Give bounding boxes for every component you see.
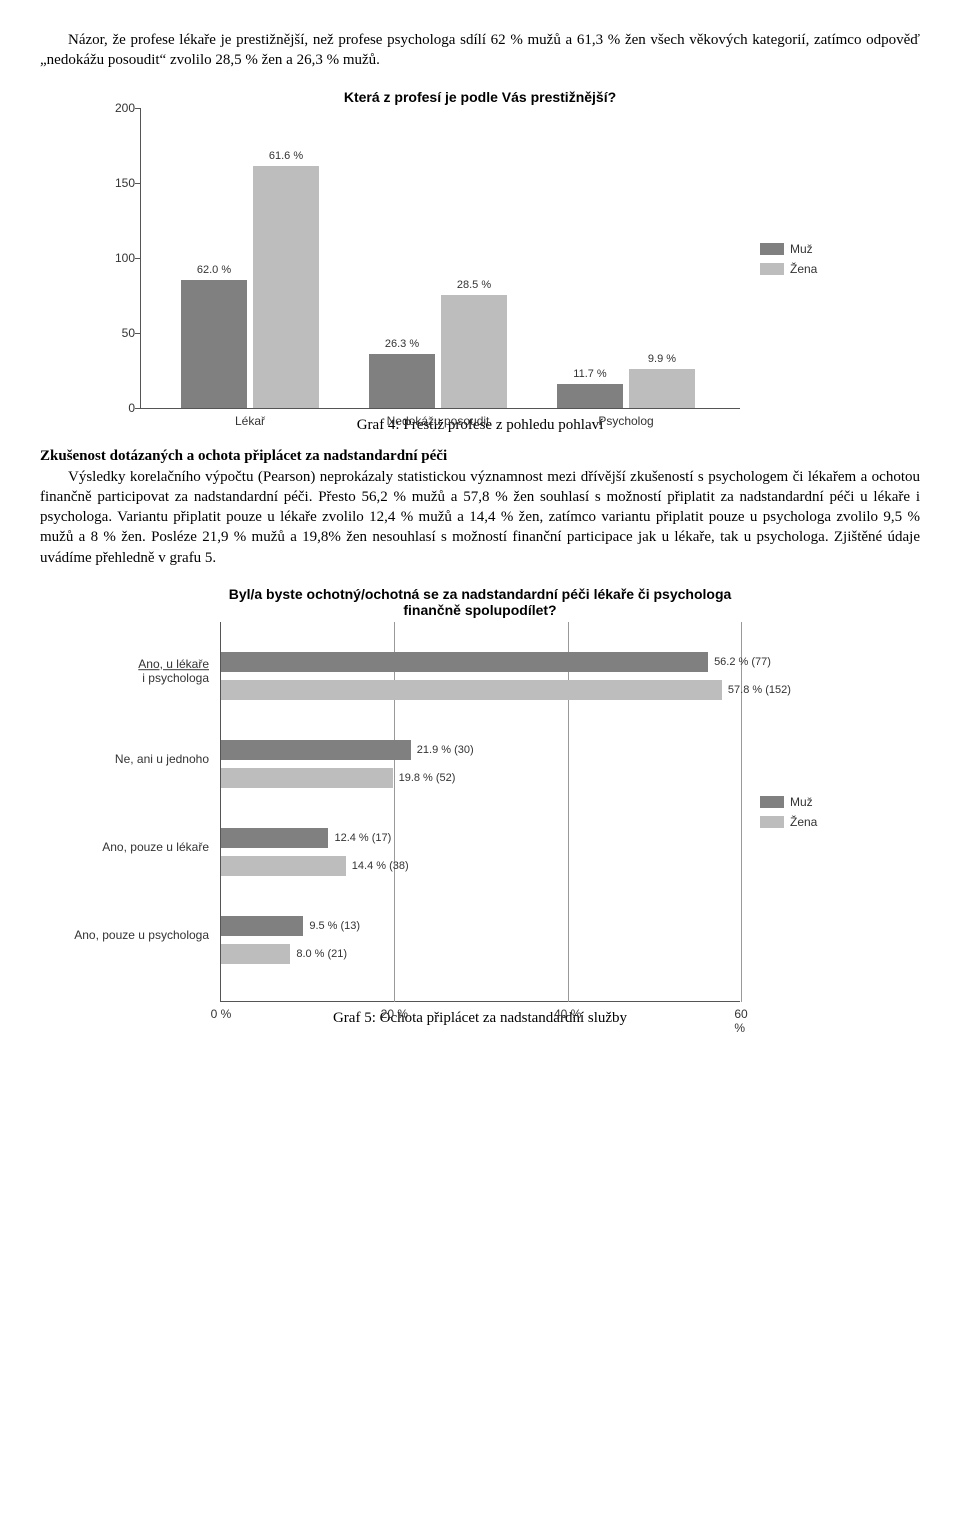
bar-value-label: 9.9 % (629, 353, 695, 365)
legend-label-zena: Žena (790, 262, 817, 276)
chart-prestige-title: Která z profesí je podle Vás prestižnějš… (90, 89, 870, 105)
bar: 28.5 % (441, 295, 507, 408)
legend-swatch-zena (760, 263, 784, 275)
chart-willingness-title: Byl/a byste ochotný/ochotná se za nadsta… (70, 586, 890, 618)
y-tick: 50 (99, 326, 135, 340)
bar-row: Ne, ani u jednoho21.9 % (30)19.8 % (52) (221, 736, 740, 788)
category-label: Ne, ani u jednoho (69, 753, 209, 767)
legend-swatch-muz (760, 243, 784, 255)
chart-willingness: Byl/a byste ochotný/ochotná se za nadsta… (70, 586, 890, 1002)
bar-value-label: 28.5 % (441, 279, 507, 291)
bar-group: 62.0 %61.6 % (181, 166, 319, 408)
chart-prestige-legend: Muž Žena (740, 109, 817, 409)
chart-willingness-caption: Graf 5: Ochota připlácet za nadstandardn… (40, 1010, 920, 1027)
bar: 19.8 % (52) (221, 768, 393, 788)
chart-willingness-plot: 0 %20 %40 %60 %Ano, u lékařei psychologa… (220, 622, 740, 1002)
bar: 61.6 % (253, 166, 319, 408)
y-tick: 100 (99, 251, 135, 265)
legend-label-muz: Muž (790, 242, 813, 256)
bar-value-label: 9.5 % (13) (309, 916, 360, 936)
chart-prestige: Která z profesí je podle Vás prestižnějš… (90, 89, 870, 409)
legend-item-zena: Žena (760, 262, 817, 276)
bar-value-label: 14.4 % (38) (352, 856, 409, 876)
bar-value-label: 62.0 % (181, 264, 247, 276)
chart-prestige-plot: 05010015020062.0 %61.6 %Lékař26.3 %28.5 … (140, 109, 740, 409)
bar: 14.4 % (38) (221, 856, 346, 876)
bar: 21.9 % (30) (221, 740, 411, 760)
section-heading: Zkušenost dotázaných a ochota připlácet … (40, 448, 920, 465)
bar: 57.8 % (152) (221, 680, 722, 700)
legend-swatch-zena-2 (760, 816, 784, 828)
bar: 26.3 % (369, 354, 435, 408)
y-tick: 150 (99, 176, 135, 190)
intro-paragraph: Názor, že profese lékaře je prestižnější… (40, 30, 920, 71)
legend-label-muz-2: Muž (790, 795, 813, 809)
category-label: Lékař (235, 414, 265, 428)
bar: 9.9 % (629, 369, 695, 408)
bar: 9.5 % (13) (221, 916, 303, 936)
category-label: Ano, pouze u lékaře (69, 841, 209, 855)
bar-value-label: 8.0 % (21) (296, 944, 347, 964)
bar-value-label: 56.2 % (77) (714, 652, 771, 672)
bar-value-label: 19.8 % (52) (399, 768, 456, 788)
x-gridline (741, 622, 742, 1002)
legend-label-zena-2: Žena (790, 815, 817, 829)
bar-group: 26.3 %28.5 % (369, 295, 507, 408)
category-label: Psycholog (598, 414, 653, 428)
legend-item-zena-2: Žena (760, 815, 817, 829)
bar: 12.4 % (17) (221, 828, 328, 848)
legend-item-muz-2: Muž (760, 795, 817, 809)
bar-row: Ano, pouze u psychologa9.5 % (13)8.0 % (… (221, 912, 740, 964)
chart-willingness-legend: Muž Žena (740, 622, 817, 1002)
category-label: Nedokážu posoudit (387, 414, 490, 428)
bar-value-label: 21.9 % (30) (417, 740, 474, 760)
bar-group: 11.7 %9.9 % (557, 369, 695, 408)
bar-row: Ano, pouze u lékaře12.4 % (17)14.4 % (38… (221, 824, 740, 876)
bar: 11.7 % (557, 384, 623, 408)
bar: 62.0 % (181, 280, 247, 408)
bar-value-label: 26.3 % (369, 338, 435, 350)
bar-row: Ano, u lékařei psychologa56.2 % (77)57.8… (221, 648, 740, 700)
category-label: Ano, u lékařei psychologa (69, 658, 209, 686)
bar-value-label: 61.6 % (253, 150, 319, 162)
x-tick-label: 60 % (734, 1007, 747, 1035)
x-tick-label: 40 % (554, 1007, 581, 1021)
bar-value-label: 12.4 % (17) (334, 828, 391, 848)
x-tick-label: 0 % (211, 1007, 232, 1021)
body-paragraph: Výsledky korelačního výpočtu (Pearson) n… (40, 467, 920, 568)
y-tick: 0 (99, 401, 135, 415)
legend-swatch-muz-2 (760, 796, 784, 808)
category-label: Ano, pouze u psychologa (69, 929, 209, 943)
bar: 56.2 % (77) (221, 652, 708, 672)
bar: 8.0 % (21) (221, 944, 290, 964)
legend-item-muz: Muž (760, 242, 817, 256)
bar-value-label: 57.8 % (152) (728, 680, 791, 700)
bar-value-label: 11.7 % (557, 368, 623, 380)
y-tick: 200 (99, 101, 135, 115)
x-tick-label: 20 % (381, 1007, 408, 1021)
